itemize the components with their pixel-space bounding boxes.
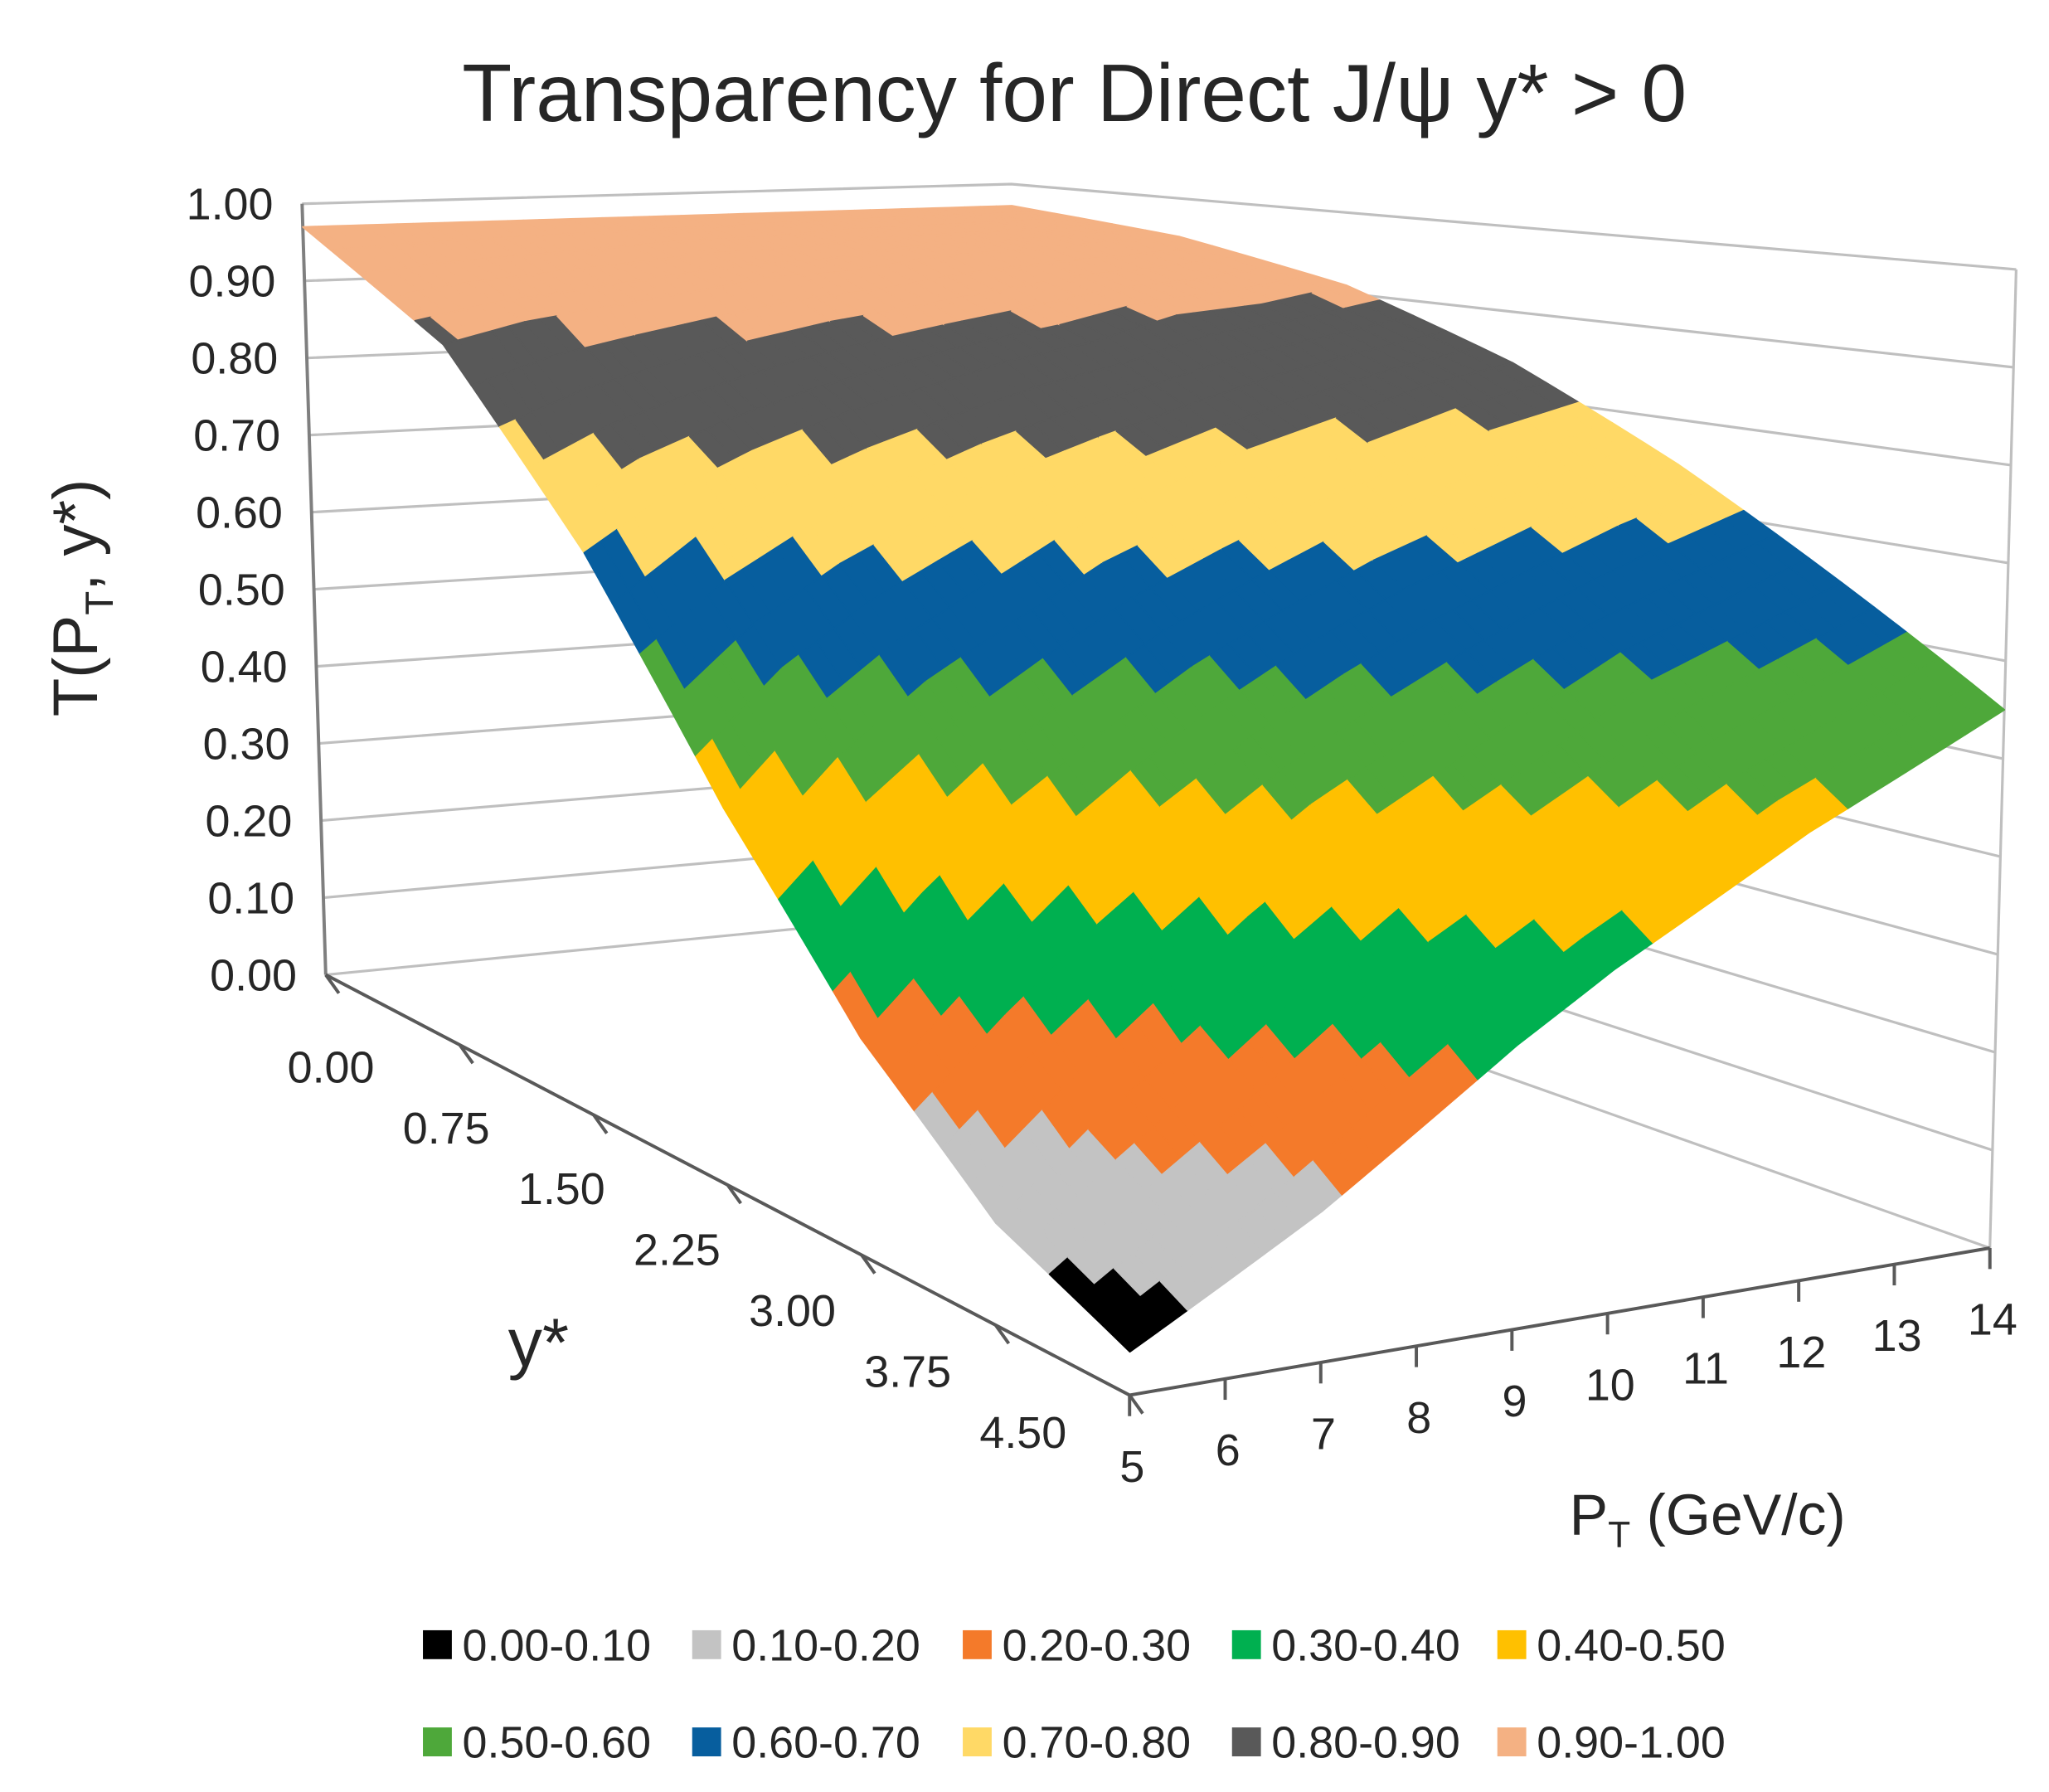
x-tick-label: 8 (1406, 1393, 1431, 1443)
z-axis-title: T(PT, y*) (41, 479, 122, 717)
legend-label: 0.00-0.10 (463, 1620, 652, 1670)
legend-swatch (423, 1629, 452, 1659)
z-axis-line (300, 203, 328, 975)
legend-swatch (692, 1629, 721, 1659)
z-tick-label: 0.40 (201, 643, 288, 692)
y-tick-label: 4.50 (979, 1408, 1066, 1458)
z-tick-label: 0.20 (205, 797, 292, 847)
y-tick-label: 0.75 (403, 1104, 490, 1153)
right-wall-edge (1988, 269, 2017, 1249)
y-tick (324, 974, 341, 994)
x-axis-title: PT (GeV/c) (1570, 1482, 1846, 1556)
x-tick-label: 14 (1968, 1295, 2017, 1345)
x-tick-label: 6 (1216, 1425, 1241, 1475)
y-tick-label: 1.50 (518, 1164, 605, 1214)
legend-swatch (963, 1727, 992, 1757)
legend-swatch (963, 1629, 992, 1659)
z-tick-label: 0.60 (196, 488, 283, 538)
x-tick-label: 5 (1119, 1442, 1144, 1492)
x-axis-title-rest: (GeV/c) (1630, 1482, 1845, 1547)
y-tick (592, 1114, 609, 1134)
legend-swatch (1497, 1629, 1527, 1659)
z-tick-label: 0.80 (191, 334, 278, 384)
y-tick-label: 2.25 (634, 1226, 721, 1275)
legend-label: 0.50-0.60 (463, 1718, 652, 1768)
x-tick-label: 12 (1776, 1328, 1826, 1377)
x-tick-label: 13 (1872, 1311, 1922, 1361)
legend-swatch (1231, 1629, 1261, 1659)
y-tick (726, 1183, 742, 1205)
legend-label: 0.10-0.20 (731, 1620, 920, 1670)
y-tick (860, 1254, 876, 1275)
legend-label: 0.20-0.30 (1003, 1620, 1192, 1670)
x-tick-label: 7 (1311, 1410, 1336, 1459)
legend-swatch (1231, 1727, 1261, 1757)
x-tick-label: 11 (1682, 1344, 1729, 1394)
chart-title: Transparency for Direct J/ψ y* > 0 (462, 47, 1687, 138)
z-tick-label: 0.90 (189, 257, 276, 307)
z-tick-label: 0.50 (198, 566, 285, 615)
y-tick (458, 1043, 474, 1065)
surface (302, 205, 2006, 1353)
z-axis-title-subscript: T (78, 591, 122, 615)
z-tick-label: 0.10 (207, 874, 294, 924)
z-tick-label: 0.70 (193, 411, 280, 461)
legend-swatch (1497, 1727, 1527, 1757)
surface-patch (1951, 682, 2006, 723)
z-axis-title-rest: , y*) (41, 479, 111, 591)
legend-label: 0.70-0.80 (1003, 1718, 1192, 1768)
z-tick-label: 0.00 (210, 951, 297, 1001)
y-tick (1128, 1394, 1144, 1415)
z-axis-title-text: T(P (41, 615, 111, 716)
legend-label: 0.80-0.90 (1271, 1718, 1460, 1768)
axes: 5 6 7 8 9 10 11 12 13 14 0.00 0.75 1.50 2.25 3.00 3.75 4… (288, 973, 2017, 1492)
legend-swatch (423, 1727, 452, 1757)
z-tick-label: 1.00 (187, 180, 274, 230)
x-tick-label: 10 (1585, 1360, 1635, 1410)
legend-label: 0.60-0.70 (731, 1718, 920, 1768)
y-tick-label: 0.00 (288, 1042, 375, 1092)
legend-swatch (692, 1727, 721, 1757)
x-axis-title-text: P (1570, 1482, 1608, 1547)
y-tick-label: 3.75 (864, 1347, 951, 1396)
x-axis-title-subscript: T (1608, 1515, 1630, 1556)
z-tick-label: 0.30 (203, 720, 290, 770)
y-axis-title: y* (508, 1305, 569, 1382)
legend-label: 0.30-0.40 (1271, 1620, 1460, 1670)
y-tick (994, 1323, 1011, 1345)
legend-label: 0.40-0.50 (1537, 1620, 1726, 1670)
grid-line (302, 182, 2017, 271)
legend: 0.00-0.10 0.10-0.20 0.20-0.30 0.30-0.40 0.40… (423, 1620, 1726, 1768)
y-tick-label: 3.00 (749, 1286, 836, 1336)
x-tick-label: 9 (1503, 1377, 1527, 1426)
legend-label: 0.90-1.00 (1537, 1718, 1726, 1768)
